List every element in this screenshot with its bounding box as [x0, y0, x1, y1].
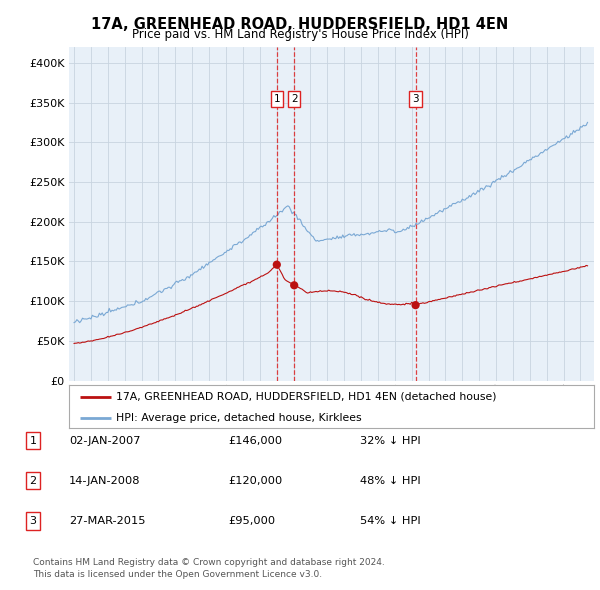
Point [411, 300, 421, 310]
Text: 2: 2 [291, 94, 298, 104]
Text: 2: 2 [29, 476, 37, 486]
Text: 02-JAN-2007: 02-JAN-2007 [69, 436, 140, 445]
Text: HPI: Average price, detached house, Kirklees: HPI: Average price, detached house, Kirk… [116, 413, 362, 423]
Text: 17A, GREENHEAD ROAD, HUDDERSFIELD, HD1 4EN (detached house): 17A, GREENHEAD ROAD, HUDDERSFIELD, HD1 4… [116, 392, 497, 402]
Text: 1: 1 [29, 436, 37, 445]
Text: 1: 1 [274, 94, 280, 104]
Text: 14-JAN-2008: 14-JAN-2008 [69, 476, 140, 486]
Text: £120,000: £120,000 [228, 476, 282, 486]
Point [272, 260, 281, 270]
Text: This data is licensed under the Open Government Licence v3.0.: This data is licensed under the Open Gov… [33, 570, 322, 579]
Text: 32% ↓ HPI: 32% ↓ HPI [360, 436, 421, 445]
Text: 3: 3 [412, 94, 419, 104]
Text: 54% ↓ HPI: 54% ↓ HPI [360, 516, 421, 526]
Point [289, 281, 299, 290]
Text: 27-MAR-2015: 27-MAR-2015 [69, 516, 146, 526]
Text: Price paid vs. HM Land Registry's House Price Index (HPI): Price paid vs. HM Land Registry's House … [131, 28, 469, 41]
Text: 48% ↓ HPI: 48% ↓ HPI [360, 476, 421, 486]
Text: 3: 3 [29, 516, 37, 526]
Text: 17A, GREENHEAD ROAD, HUDDERSFIELD, HD1 4EN: 17A, GREENHEAD ROAD, HUDDERSFIELD, HD1 4… [91, 17, 509, 31]
Text: £146,000: £146,000 [228, 436, 282, 445]
Text: Contains HM Land Registry data © Crown copyright and database right 2024.: Contains HM Land Registry data © Crown c… [33, 558, 385, 566]
Text: £95,000: £95,000 [228, 516, 275, 526]
